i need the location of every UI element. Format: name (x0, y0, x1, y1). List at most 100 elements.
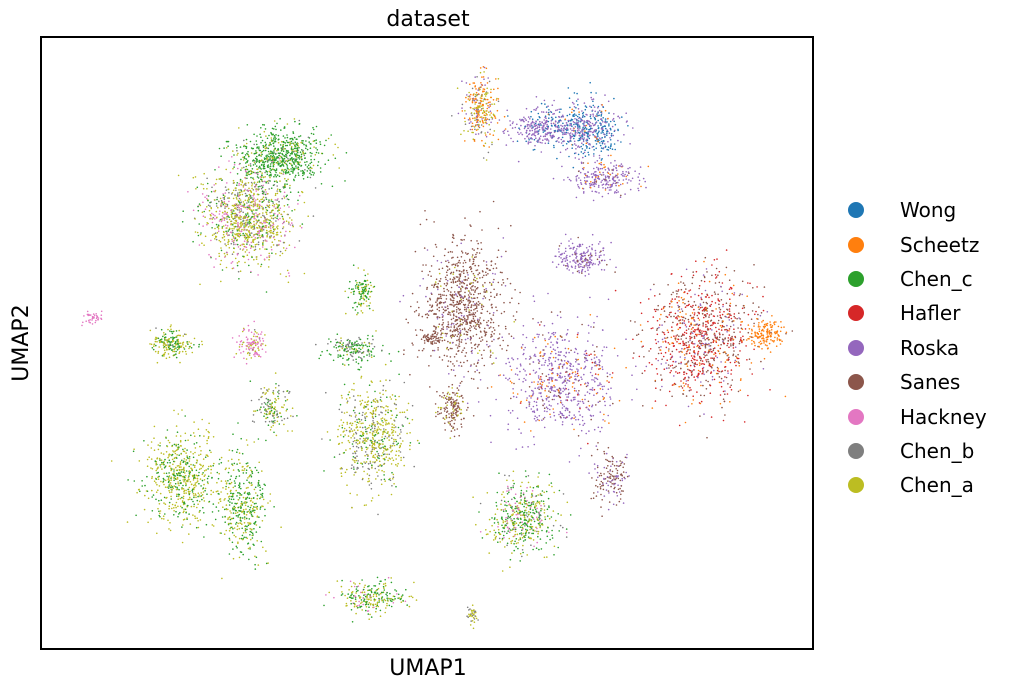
data-point (455, 303, 458, 306)
data-point (477, 242, 480, 245)
data-point (608, 422, 610, 424)
data-point (541, 126, 543, 129)
data-point (274, 212, 276, 215)
data-point (286, 159, 288, 162)
data-point (528, 132, 531, 135)
data-point (274, 153, 277, 155)
data-point (576, 394, 579, 396)
data-point (485, 67, 488, 70)
data-point (607, 167, 609, 169)
data-point (278, 154, 280, 157)
data-point (252, 213, 255, 215)
data-point (465, 101, 467, 103)
data-point (594, 249, 597, 252)
data-point (269, 235, 271, 238)
data-point (260, 178, 263, 181)
data-point (490, 121, 492, 124)
data-point (253, 192, 255, 195)
data-point (256, 193, 259, 196)
data-point (277, 152, 280, 154)
data-point (637, 189, 640, 192)
data-point (600, 159, 603, 161)
data-point (478, 343, 480, 346)
data-point (553, 99, 555, 102)
data-point (572, 115, 575, 117)
data-point (256, 135, 258, 137)
data-point (601, 366, 604, 368)
data-point (464, 234, 466, 237)
data-point (233, 247, 236, 250)
data-point (557, 403, 559, 405)
data-point (599, 144, 602, 147)
data-point (547, 364, 549, 367)
data-point (594, 139, 597, 142)
data-point (256, 155, 258, 158)
data-point (586, 359, 589, 362)
data-point (222, 197, 224, 199)
data-point (498, 374, 500, 377)
data-point (239, 178, 242, 181)
data-point (301, 191, 304, 194)
data-point (248, 244, 251, 246)
data-point (203, 244, 205, 246)
data-point (440, 297, 443, 300)
data-point (249, 234, 251, 237)
data-point (313, 146, 315, 148)
data-point (548, 404, 551, 406)
data-point (272, 202, 274, 204)
data-point (620, 173, 623, 176)
data-point (231, 227, 233, 230)
data-point (220, 205, 222, 208)
data-point (302, 140, 304, 142)
data-point (454, 374, 457, 377)
data-point (561, 260, 564, 263)
data-point (561, 423, 564, 426)
data-point (233, 243, 235, 246)
data-point (273, 152, 275, 154)
data-point (622, 170, 624, 173)
data-point (303, 272, 306, 275)
data-point (586, 391, 589, 393)
data-point (244, 216, 246, 219)
data-point (249, 207, 251, 209)
data-point (246, 202, 248, 204)
data-point (231, 267, 234, 270)
data-point (631, 374, 633, 377)
data-point (458, 279, 461, 282)
data-point (448, 326, 450, 329)
data-point (273, 128, 275, 130)
data-point (586, 354, 588, 357)
data-point (528, 386, 531, 388)
data-point (262, 144, 264, 147)
data-point (587, 249, 589, 251)
data-point (572, 121, 575, 123)
data-point (477, 113, 479, 116)
data-point (286, 167, 289, 169)
data-point (239, 208, 242, 210)
data-point (473, 319, 476, 322)
data-point (491, 340, 493, 343)
data-point (244, 261, 246, 264)
data-point (269, 176, 271, 179)
data-point (301, 223, 304, 225)
data-point (220, 249, 223, 252)
data-point (269, 231, 272, 234)
data-point (458, 385, 461, 387)
data-point (462, 316, 465, 318)
data-point (470, 287, 472, 289)
data-point (441, 267, 444, 270)
data-point (221, 218, 223, 220)
data-point (547, 105, 549, 107)
data-point (532, 405, 535, 408)
data-point (284, 183, 286, 185)
data-point (270, 217, 273, 219)
data-point (301, 149, 303, 151)
data-point (452, 233, 454, 236)
data-point (267, 182, 270, 184)
data-point (476, 121, 479, 123)
data-point (465, 82, 468, 84)
data-point (548, 338, 550, 341)
data-point (259, 167, 262, 169)
data-point (282, 160, 285, 162)
data-point (451, 293, 454, 296)
